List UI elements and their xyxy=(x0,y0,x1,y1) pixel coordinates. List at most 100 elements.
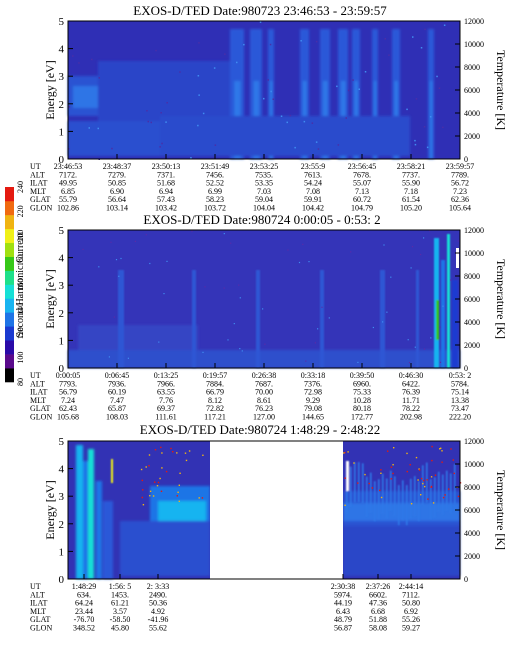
orbit-value: 62.43 xyxy=(59,404,77,413)
heat-speckle xyxy=(382,321,384,323)
orbit-value: 5784. xyxy=(451,379,469,388)
colorbar: 80 100 120 140 160 180 200 220 240 Second Harmon… xyxy=(5,181,26,386)
panel-1-energy-ticks: 0 1 2 3 4 5 xyxy=(59,16,73,166)
orbit-value: 7.18 xyxy=(404,187,418,196)
colorbar-tick-label: 80 xyxy=(16,378,25,386)
orbit-value: 63.55 xyxy=(157,388,175,397)
temperature-tick-label: 4000 xyxy=(464,318,480,327)
energy-tick-label: 3 xyxy=(59,71,65,83)
heat-speckle xyxy=(172,451,174,453)
orbit-value: 49.95 xyxy=(59,179,77,188)
orbit-value: 57.43 xyxy=(157,195,175,204)
heat-speckle xyxy=(165,121,167,123)
orbit-value: 8.12 xyxy=(208,396,222,405)
temperature-tick-label: 2000 xyxy=(464,552,480,561)
heat-speckle xyxy=(146,110,148,112)
orbit-value: 79.08 xyxy=(304,404,322,413)
heat-speckle xyxy=(149,495,151,497)
colorbar-ticks: 80 100 120 140 160 180 200 220 240 xyxy=(16,181,25,386)
heat-speckle xyxy=(241,350,243,352)
heat-speckle xyxy=(223,233,225,235)
heat-speckle xyxy=(160,446,162,449)
orbit-value: 172.77 xyxy=(351,413,373,422)
heat-structures xyxy=(68,29,434,159)
panel-2-ylabel: Energy [eV] xyxy=(43,269,57,328)
orbit-value: 0:46:30 xyxy=(399,371,423,380)
heat-streak xyxy=(422,465,424,506)
heat-streak xyxy=(434,477,436,518)
orbit-value: 60.72 xyxy=(353,195,371,204)
colorbar-title: Second Harmonic Current xyxy=(15,232,26,337)
orbit-value: 50.36 xyxy=(149,599,167,608)
orbit-value: 0:19:57 xyxy=(203,371,227,380)
energy-tick-label: 0 xyxy=(59,574,65,586)
heat-streak xyxy=(192,270,196,368)
heat-streak xyxy=(88,449,94,579)
heat-speckle xyxy=(134,240,136,242)
orbit-value: 7456. xyxy=(206,170,224,179)
colorbar-swatch xyxy=(5,326,14,341)
heat-speckle xyxy=(420,47,423,49)
heat-speckle xyxy=(434,474,437,476)
heat-speckle xyxy=(343,452,345,454)
orbit-value: 72.98 xyxy=(304,388,322,397)
orbit-value: 55.62 xyxy=(149,624,167,633)
orbit-value: 23.44 xyxy=(75,607,93,616)
panel-1: EXOS-D/TED Date:980723 23:46:53 - 23:59:… xyxy=(30,3,505,213)
energy-tick-label: 3 xyxy=(59,280,65,292)
heat-speckle xyxy=(287,249,289,251)
temperature-tick-label: 12000 xyxy=(464,437,484,446)
heat-speckle xyxy=(415,456,418,459)
orbit-value: 66.79 xyxy=(206,388,224,397)
orbit-row-label: UT xyxy=(30,371,41,380)
heat-speckle xyxy=(267,79,269,81)
orbit-value: 23:53:25 xyxy=(250,162,278,171)
heat-band xyxy=(78,325,198,350)
orbit-value: 44.19 xyxy=(334,599,352,608)
orbit-value: 0:13:25 xyxy=(154,371,178,380)
orbit-value: 69.37 xyxy=(157,404,175,413)
panel-2-energy-ticks: 0 1 2 3 4 5 xyxy=(59,225,73,375)
heat-streak xyxy=(320,270,324,368)
heat-speckle xyxy=(450,448,452,450)
heat-speckle xyxy=(113,316,115,318)
orbit-value: 7371. xyxy=(157,170,175,179)
heat-speckle xyxy=(412,36,414,38)
orbit-value: 51.88 xyxy=(369,615,387,624)
orbit-row-label: UT xyxy=(30,162,41,171)
heat-speckle xyxy=(178,500,180,502)
orbit-row-label: GLAT xyxy=(30,195,51,204)
heat-speckle xyxy=(439,448,441,450)
colorbar-swatch xyxy=(5,284,14,299)
heat-speckle xyxy=(420,494,422,496)
colorbar-swatch xyxy=(5,256,14,271)
panel-1-y2label: Temperature [K] xyxy=(494,50,505,130)
orbit-value: 56.79 xyxy=(59,388,77,397)
heat-speckle xyxy=(371,487,373,489)
orbit-value: 56.87 xyxy=(334,624,352,633)
orbit-row-label: ILAT xyxy=(30,179,47,188)
orbit-value: 111.61 xyxy=(155,413,176,422)
heat-speckle xyxy=(269,43,272,46)
panel-3-heatmap xyxy=(68,441,462,579)
colorbar-swatch xyxy=(5,354,14,369)
orbit-value: 0:53: 2 xyxy=(449,371,471,380)
heat-streak xyxy=(390,470,392,511)
orbit-value: 6602. xyxy=(369,590,387,599)
panel-3-orbit-table: UT 1:48:29 1:56: 5 2: 3:33 2:30:38 2:37:26 2:4… xyxy=(30,582,423,633)
orbit-value: 7789. xyxy=(451,170,469,179)
heat-streak xyxy=(358,462,360,503)
heat-speckle xyxy=(345,117,347,119)
heat-streak xyxy=(436,300,439,340)
heat-speckle xyxy=(418,469,421,471)
heat-speckle xyxy=(406,108,408,111)
heat-speckle xyxy=(160,490,163,492)
heat-streak xyxy=(76,445,83,579)
heat-speckle xyxy=(344,477,346,479)
orbit-value: 56.64 xyxy=(108,195,126,204)
orbit-value: 23:46:53 xyxy=(54,162,82,171)
colorbar-scale xyxy=(5,187,14,383)
heat-speckle xyxy=(388,54,390,56)
heat-streak xyxy=(103,501,113,579)
heat-speckle xyxy=(141,496,143,499)
